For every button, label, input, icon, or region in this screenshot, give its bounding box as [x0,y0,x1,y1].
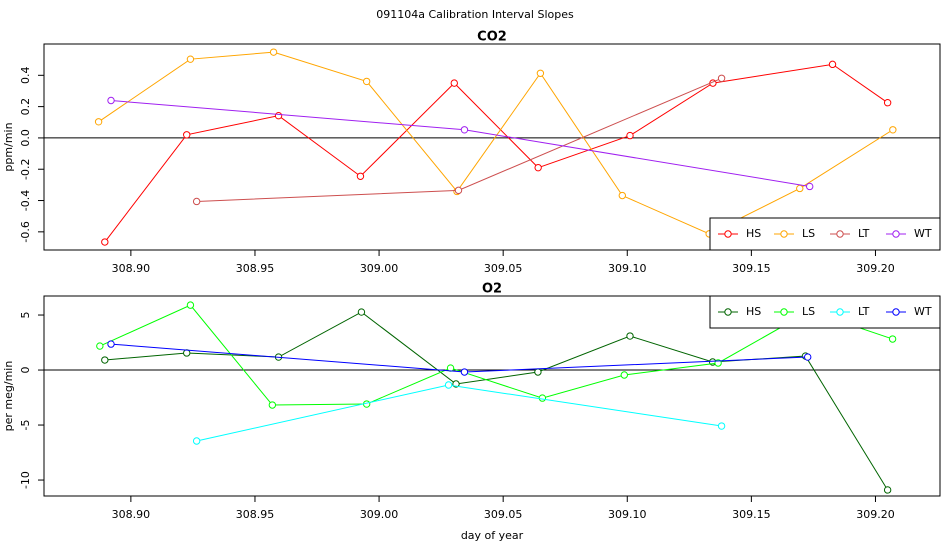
data-point [536,69,545,77]
data-point [538,394,547,402]
data-point [186,55,195,63]
x-axis-label: day of year [461,529,524,542]
data-point [460,368,469,376]
data-point [107,96,115,105]
legend-label: LT [858,227,870,240]
panel-title: CO2 [477,30,507,45]
data-point [717,422,726,430]
legend-label: HS [746,305,761,318]
data-point [534,163,542,172]
plot-frame [43,295,941,497]
data-point [357,308,366,316]
y-tick-label: -5 [19,420,32,431]
y-axis-label: ppm/min [2,122,15,171]
data-point [444,381,453,389]
legend-marker [892,308,900,316]
y-tick-label: 0.2 [19,98,32,116]
x-tick-label: 309.05 [484,262,523,275]
legend-marker [836,308,844,316]
y-tick-label: -10 [19,471,32,489]
series-line [99,304,893,406]
data-point [534,368,542,376]
x-tick-label: 309.05 [484,508,523,521]
data-point [101,238,109,246]
x-tick-label: 309.20 [856,262,895,275]
series-line [98,51,894,235]
data-point [186,301,195,309]
x-tick-label: 309.10 [608,508,647,521]
data-point [804,353,812,361]
legend-label: LS [802,227,815,240]
data-point [828,60,837,69]
y-tick-label: 0.0 [19,129,32,147]
data-point [717,74,726,82]
legend-marker [724,230,732,238]
legend-marker [780,308,788,316]
legend-label: WT [914,305,932,318]
y-tick-label: 0.4 [19,67,32,85]
data-point [192,197,201,206]
legend-marker [836,230,844,238]
y-axis-label: per meg/min [2,361,15,432]
x-tick-label: 308.95 [236,508,275,521]
x-tick-label: 309.15 [732,508,771,521]
x-tick-label: 308.90 [112,262,151,275]
data-point [107,340,115,348]
x-tick-label: 309.00 [360,508,399,521]
panel-title: O2 [482,282,502,297]
legend-label: LT [858,305,870,318]
x-tick-label: 308.95 [236,262,275,275]
data-point [626,131,634,140]
data-point [450,79,458,87]
y-tick-label: -0.4 [19,190,32,211]
legend-label: HS [746,227,761,240]
legend-label: WT [914,227,932,240]
data-point [883,99,892,107]
data-point [883,486,892,494]
legend: HS LS LT WT [709,295,941,329]
data-point [183,131,191,139]
data-point [183,349,191,357]
data-point [626,332,634,340]
legend-marker [892,230,900,238]
data-point [268,401,277,409]
data-point [805,182,814,191]
x-tick-label: 309.15 [732,262,771,275]
data-point [192,437,201,445]
data-point [101,356,109,364]
legend-label: LS [802,305,815,318]
x-tick-label: 308.90 [112,508,151,521]
data-point [889,126,897,134]
y-tick-label: 5 [19,312,32,319]
data-point [362,77,371,86]
y-tick-label: -0.2 [19,158,32,179]
x-tick-label: 309.00 [360,262,399,275]
data-point [94,118,103,126]
data-point [454,186,463,195]
data-point [796,184,804,193]
figure-title: 091104a Calibration Interval Slopes [376,8,574,21]
data-point [269,48,278,56]
x-tick-label: 309.10 [608,262,647,275]
legend-marker [724,308,732,316]
data-point [274,111,283,120]
data-point [888,335,897,343]
data-point [460,126,469,134]
data-point [618,191,627,200]
legend: HS LS LT WT [709,217,941,251]
series-line [104,63,888,243]
y-tick-label: 0 [19,367,32,374]
x-tick-label: 309.20 [856,508,895,521]
data-point [620,371,628,379]
legend-marker [780,230,788,238]
y-tick-label: -0.6 [19,221,32,242]
plot-frame [43,43,941,251]
data-point [96,342,104,350]
data-point [356,172,365,180]
